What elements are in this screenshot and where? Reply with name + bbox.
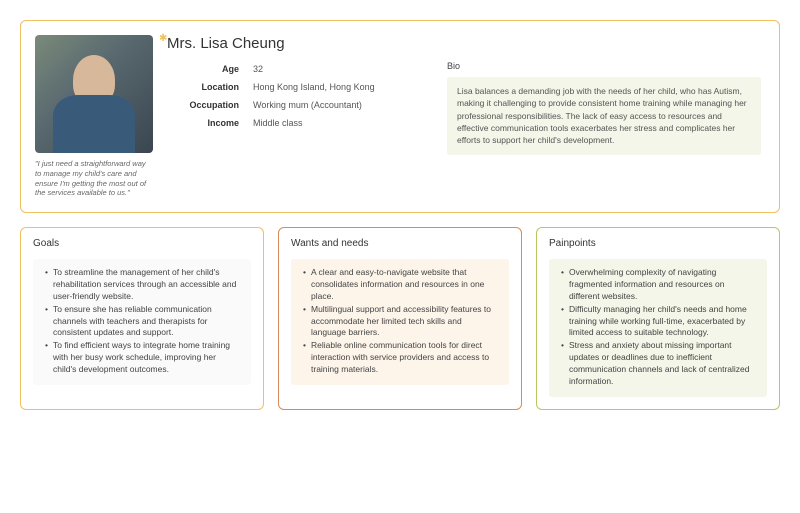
list-item: Reliable online communication tools for … bbox=[303, 340, 499, 376]
list-item: Difficulty managing her child's needs an… bbox=[561, 304, 757, 340]
section-title: Wants and needs bbox=[291, 238, 509, 249]
section-body: Overwhelming complexity of navigating fr… bbox=[549, 259, 767, 397]
attr-val: Middle class bbox=[253, 118, 303, 128]
list-item: Overwhelming complexity of navigating fr… bbox=[561, 267, 757, 303]
section-body: To streamline the management of her chil… bbox=[33, 259, 251, 385]
attr-val: Working mum (Accountant) bbox=[253, 100, 362, 110]
attr-key: Occupation bbox=[167, 100, 253, 110]
attr-row: Age 32 bbox=[167, 64, 427, 74]
bio-label: Bio bbox=[447, 61, 761, 71]
attr-row: Occupation Working mum (Accountant) bbox=[167, 100, 427, 110]
painpoints-section: Painpoints Overwhelming complexity of na… bbox=[536, 227, 780, 410]
persona-card: "I just need a straightforward way to ma… bbox=[20, 20, 780, 213]
section-title: Painpoints bbox=[549, 238, 767, 249]
attr-key: Age bbox=[167, 64, 253, 74]
attr-val: Hong Kong Island, Hong Kong bbox=[253, 82, 375, 92]
wants-list: A clear and easy-to-navigate website tha… bbox=[297, 267, 499, 376]
persona-name: Mrs. Lisa Cheung bbox=[167, 35, 427, 52]
persona-quote: "I just need a straightforward way to ma… bbox=[35, 159, 153, 198]
list-item: Multilingual support and accessibility f… bbox=[303, 304, 499, 340]
list-item: To ensure she has reliable communication… bbox=[45, 304, 241, 340]
photo-column: "I just need a straightforward way to ma… bbox=[35, 35, 153, 198]
bio-text: Lisa balances a demanding job with the n… bbox=[447, 77, 761, 155]
persona-photo bbox=[35, 35, 153, 153]
attr-row: Location Hong Kong Island, Hong Kong bbox=[167, 82, 427, 92]
attr-val: 32 bbox=[253, 64, 263, 74]
attr-key: Location bbox=[167, 82, 253, 92]
section-body: A clear and easy-to-navigate website tha… bbox=[291, 259, 509, 385]
info-column: Mrs. Lisa Cheung Age 32 Location Hong Ko… bbox=[167, 35, 761, 198]
goals-list: To streamline the management of her chil… bbox=[39, 267, 241, 376]
list-item: A clear and easy-to-navigate website tha… bbox=[303, 267, 499, 303]
goals-section: Goals To streamline the management of he… bbox=[20, 227, 264, 410]
list-item: To streamline the management of her chil… bbox=[45, 267, 241, 303]
list-item: Stress and anxiety about missing importa… bbox=[561, 340, 757, 388]
bio-block: Bio Lisa balances a demanding job with t… bbox=[447, 35, 761, 198]
wants-section: Wants and needs A clear and easy-to-navi… bbox=[278, 227, 522, 410]
list-item: To find efficient ways to integrate home… bbox=[45, 340, 241, 376]
attr-key: Income bbox=[167, 118, 253, 128]
sections-row: Goals To streamline the management of he… bbox=[20, 227, 780, 410]
painpoints-list: Overwhelming complexity of navigating fr… bbox=[555, 267, 757, 388]
name-attributes-block: Mrs. Lisa Cheung Age 32 Location Hong Ko… bbox=[167, 35, 427, 198]
section-title: Goals bbox=[33, 238, 251, 249]
attr-row: Income Middle class bbox=[167, 118, 427, 128]
